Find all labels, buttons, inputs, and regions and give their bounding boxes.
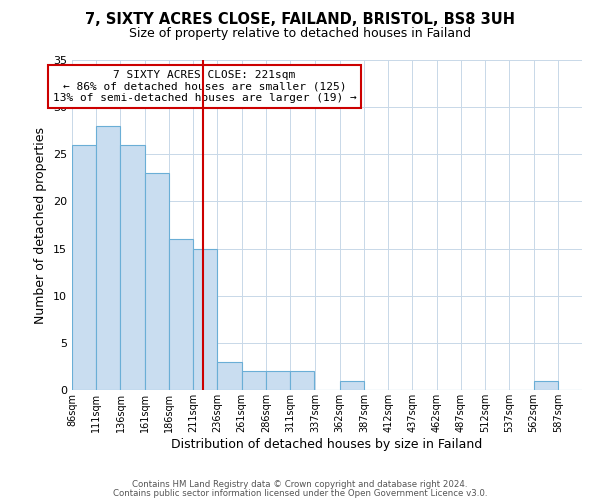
Bar (121, 145, 145, 390)
Bar (266, 371, 290, 390)
Bar (242, 371, 266, 390)
Text: 7 SIXTY ACRES CLOSE: 221sqm
← 86% of detached houses are smaller (125)
13% of se: 7 SIXTY ACRES CLOSE: 221sqm ← 86% of det… (53, 70, 356, 103)
Bar (72, 145, 96, 390)
X-axis label: Distribution of detached houses by size in Failand: Distribution of detached houses by size … (172, 438, 482, 450)
Bar (533, 380, 558, 390)
Bar (145, 173, 169, 390)
Bar (340, 380, 364, 390)
Text: Size of property relative to detached houses in Failand: Size of property relative to detached ho… (129, 28, 471, 40)
Text: Contains public sector information licensed under the Open Government Licence v3: Contains public sector information licen… (113, 488, 487, 498)
Y-axis label: Number of detached properties: Number of detached properties (34, 126, 47, 324)
Bar (217, 362, 242, 390)
Text: Contains HM Land Registry data © Crown copyright and database right 2024.: Contains HM Land Registry data © Crown c… (132, 480, 468, 489)
Bar (169, 239, 193, 390)
Text: 7, SIXTY ACRES CLOSE, FAILAND, BRISTOL, BS8 3UH: 7, SIXTY ACRES CLOSE, FAILAND, BRISTOL, … (85, 12, 515, 28)
Bar (96, 126, 121, 390)
Bar (290, 371, 314, 390)
Bar (193, 248, 217, 390)
